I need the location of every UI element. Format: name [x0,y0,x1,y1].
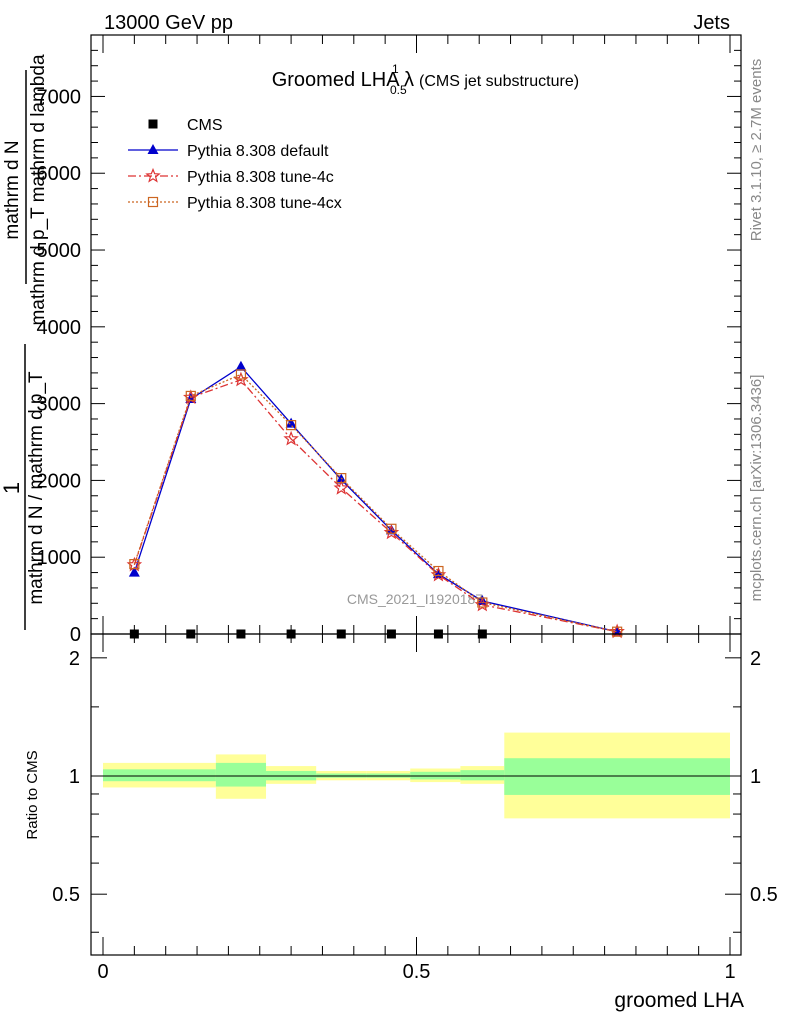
ratio-bands [103,732,730,819]
main-y-tick-label: 0 [70,624,81,646]
main-y-tick-label: 5000 [37,240,82,262]
legend-entry: Pythia 8.308 tune-4c [128,167,334,186]
watermark: CMS_2021_I1920187 [347,591,483,607]
ratio-x-tick-label: 0.5 [403,961,431,983]
legend-label: Pythia 8.308 tune-4cx [187,195,342,212]
data-point [285,417,297,428]
ratio-y-tick-label: 0.5 [52,884,80,906]
ylabel-numerator: mathrm d N [2,140,23,239]
main-y-tick-label: 1000 [37,547,82,569]
main-y-tick-label: 6000 [37,163,82,185]
main-title-text: Groomed LHA λ [272,69,414,91]
ratio-x-tick-label: 0 [97,961,108,983]
main-x-axis [102,35,731,634]
main-y-axis: 0 1000 2000 3000 4000 5000 6000 7000 [37,34,741,646]
rivet-label: Rivet 3.1.10, ≥ 2.7M events [748,59,765,242]
legend-entry: Pythia 8.308 default [128,143,329,160]
mcplots-label: mcplots.cern.ch [arXiv:1306.3436] [748,375,765,602]
ratio-x-axis: 0 0.5 1 [97,634,736,983]
main-y-tick-label: 2000 [37,470,82,492]
ratio-inner-band [460,770,505,781]
ratio-y-axis: 0.5 0.5 1 1 2 2 [52,648,778,933]
header-right: Jets [693,12,730,34]
main-title-suffix: (CMS jet substructure) [419,73,579,90]
main-panel: CMS_2021_I1920187 Groomed LHA λ 1 0.5 (C… [0,34,742,646]
data-point [386,523,397,534]
data-point [235,360,247,371]
data-point [235,369,247,380]
ratio-inner-band [215,762,267,787]
data-point [128,566,140,577]
main-y-tick-label: 4000 [37,317,82,339]
main-y-label: 1 mathrm d N / mathrm d p_T mathrm d N m… [0,54,49,630]
ratio-y-tick-label-right: 0.5 [750,884,778,906]
ratio-panel: 0.5 0.51 12 2 0 0.5 1 Ratio to CMS groomed LH… [24,633,778,1012]
data-point [433,565,444,577]
legend-entry: Pythia 8.308 tune-4cx [128,195,342,212]
header-left: 13000 GeV pp [104,12,233,34]
data-point [147,144,159,154]
ratio-y-tick-label: 1 [69,766,80,788]
data-point [185,390,196,402]
data-point [286,420,297,431]
ratio-x-tick-label: 1 [724,961,735,983]
data-point [148,119,158,129]
ratio-inner-band [103,769,216,782]
main-y-tick-label: 7000 [37,86,82,108]
x-axis-label: groomed LHA [614,989,744,1012]
data-point [283,430,299,446]
legend: CMS Pythia 8.308 default Pythia 8.308 tune… [128,117,342,212]
ylabel-denominator-one: mathrm d N / mathrm d p_T [26,371,47,605]
data-point [477,597,488,608]
ratio-y-tick-label-right: 2 [750,648,761,670]
data-point [333,479,350,495]
legend-label: CMS [187,117,223,134]
ratio-y-tick-label-right: 1 [750,766,761,788]
series-3 [129,369,623,637]
main-y-tick-label: 3000 [37,394,82,416]
ylabel-denominator-two: mathrm d p_T mathrm d lambda [28,54,49,325]
ratio-y-label: Ratio to CMS [24,750,41,839]
ratio-y-tick-label: 2 [69,648,80,670]
main-title-sup: 1 [392,62,399,76]
data-point [336,473,347,484]
series-line [133,379,618,633]
ratio-frame [90,633,742,956]
main-title-sub: 0.5 [390,83,407,97]
ylabel-one: 1 [0,482,24,494]
main-title: Groomed LHA λ 1 0.5 (CMS jet substructur… [272,62,579,97]
series-line [133,373,618,633]
data-point [385,524,397,535]
legend-label: Pythia 8.308 tune-4c [187,169,334,186]
legend-entry: CMS [148,117,223,134]
data-point [129,559,140,570]
ratio-inner-band [504,758,730,795]
data-point [612,626,623,637]
legend-label: Pythia 8.308 default [187,143,329,160]
data-point [145,167,161,183]
data-point [147,196,159,208]
